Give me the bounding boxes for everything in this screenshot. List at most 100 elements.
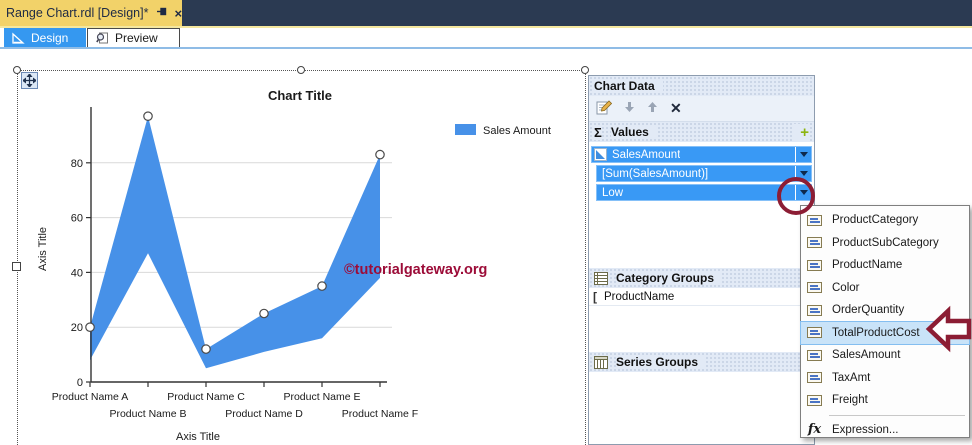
- chevron-down-icon: [799, 171, 808, 176]
- menu-item-totalproductcost[interactable]: TotalProductCost: [800, 320, 970, 345]
- series-groups-icon: [594, 355, 608, 369]
- tab-preview-label: Preview: [115, 31, 158, 45]
- category-groups-header: Category Groups: [589, 268, 814, 288]
- field-icon: [807, 259, 822, 271]
- y-tick-80: 80: [71, 158, 83, 170]
- close-icon[interactable]: ×: [174, 5, 183, 21]
- category-row-productname[interactable]: [ ProductName: [589, 288, 814, 306]
- legend-label: Sales Amount: [483, 125, 551, 137]
- value-row-label: [Sum(SalesAmount)]: [602, 167, 709, 180]
- y-tick-20: 20: [71, 322, 83, 334]
- value-row-sum-salesamount[interactable]: [Sum(SalesAmount)]: [596, 165, 812, 182]
- values-label: Values: [610, 125, 657, 139]
- menu-item-label: OrderQuantity: [832, 304, 905, 317]
- area-chart-icon: [594, 148, 607, 161]
- field-icon: [807, 349, 822, 361]
- y-tick-60: 60: [71, 213, 83, 225]
- menu-item-freight[interactable]: Freight: [801, 389, 969, 412]
- field-dropdown-menu: ProductCategory ProductSubCategory Produ…: [800, 205, 970, 438]
- field-icon: [807, 304, 822, 316]
- values-section-header: Σ Values +: [589, 122, 814, 142]
- legend-swatch: [455, 124, 476, 135]
- x-category-label: Product Name B: [109, 408, 186, 420]
- design-ruler-icon: [12, 32, 25, 44]
- document-tab[interactable]: Range Chart.rdl [Design]* ×: [0, 0, 182, 26]
- range-area-series[interactable]: [90, 116, 380, 369]
- panel-title: Chart Data: [594, 79, 663, 93]
- y-tick-40: 40: [71, 267, 83, 279]
- chart-title[interactable]: Chart Title: [268, 88, 332, 103]
- delete-x-icon[interactable]: ✕: [670, 100, 682, 116]
- y-axis-title[interactable]: Axis Title: [37, 227, 49, 271]
- move-arrows-icon: [23, 74, 36, 87]
- category-row-label: ProductName: [604, 290, 675, 303]
- tab-design[interactable]: Design: [4, 28, 86, 47]
- add-value-button[interactable]: +: [794, 123, 809, 141]
- panel-toolbar: ✕: [589, 96, 814, 122]
- menu-item-label: TotalProductCost: [832, 326, 920, 339]
- range-chart: Chart Title Axis Title Axis Title 0 20 4…: [37, 88, 551, 443]
- menu-item-orderquantity[interactable]: OrderQuantity: [801, 299, 969, 322]
- x-category-label: Product Name F: [342, 408, 418, 420]
- menu-item-label: Expression...: [832, 423, 899, 436]
- data-point-markers: [85, 111, 385, 354]
- panel-header: Chart Data: [589, 76, 814, 96]
- menu-item-label: SalesAmount: [832, 349, 901, 362]
- field-icon: [807, 214, 822, 226]
- series-groups-header: Series Groups: [589, 352, 814, 372]
- field-icon: [807, 372, 822, 384]
- menu-item-label: TaxAmt: [832, 371, 871, 384]
- value-dropdown-button[interactable]: [795, 147, 811, 162]
- value-row-label: Low: [602, 186, 624, 199]
- resize-handle-top-mid[interactable]: [297, 66, 305, 74]
- menu-item-productsubcategory[interactable]: ProductSubCategory: [801, 232, 969, 255]
- menu-item-label: Freight: [832, 394, 868, 407]
- title-bar: Range Chart.rdl [Design]* ×: [0, 0, 972, 26]
- resize-handle-top-right[interactable]: [581, 66, 589, 74]
- menu-separator: [829, 414, 965, 416]
- menu-item-productname[interactable]: ProductName: [801, 254, 969, 277]
- field-icon: [807, 394, 822, 406]
- watermark-text: ©tutorialgateway.org: [344, 262, 488, 278]
- menu-item-label: ProductName: [832, 259, 903, 272]
- move-down-arrow-icon[interactable]: [624, 101, 635, 116]
- menu-item-salesamount[interactable]: SalesAmount: [801, 344, 969, 367]
- menu-item-productcategory[interactable]: ProductCategory: [801, 209, 969, 232]
- menu-item-taxamt[interactable]: TaxAmt: [801, 367, 969, 390]
- move-handle[interactable]: [21, 72, 38, 89]
- x-category-label: Product Name A: [52, 391, 128, 403]
- document-tab-label: Range Chart.rdl [Design]*: [6, 6, 149, 20]
- resize-handle-left-mid[interactable]: [12, 262, 21, 271]
- chart-data-panel: Chart Data ✕ Σ Values + SalesAmount: [588, 75, 815, 445]
- menu-item-label: ProductSubCategory: [832, 236, 939, 249]
- values-list: SalesAmount [Sum(SalesAmount)] Low: [589, 142, 814, 268]
- group-bracket-icon: [: [593, 289, 597, 304]
- field-icon: [807, 237, 822, 249]
- menu-item-expression[interactable]: fx Expression...: [801, 419, 969, 442]
- properties-icon[interactable]: [596, 99, 613, 118]
- view-tab-strip: Design Preview: [0, 28, 972, 48]
- tab-design-label: Design: [31, 30, 69, 45]
- preview-magnifier-icon: [96, 32, 109, 45]
- menu-item-label: Color: [832, 281, 860, 294]
- menu-item-color[interactable]: Color: [801, 277, 969, 300]
- pin-icon[interactable]: [156, 6, 167, 20]
- value-row-label: SalesAmount: [612, 148, 681, 161]
- x-category-label: Product Name E: [283, 391, 360, 403]
- series-groups-label: Series Groups: [616, 355, 707, 369]
- move-up-arrow-icon[interactable]: [647, 101, 658, 116]
- x-category-label: Product Name D: [225, 408, 303, 420]
- chevron-down-icon: [799, 152, 808, 157]
- tab-preview[interactable]: Preview: [87, 28, 180, 47]
- value-row-salesamount[interactable]: SalesAmount: [591, 146, 812, 163]
- field-icon: [807, 327, 822, 339]
- resize-handle-top-left[interactable]: [13, 66, 21, 74]
- category-groups-list: [ ProductName: [589, 288, 814, 352]
- tab-accent-line: [0, 26, 972, 28]
- series-groups-list: [589, 372, 814, 444]
- category-groups-label: Category Groups: [616, 271, 723, 285]
- x-axis-title[interactable]: Axis Title: [176, 431, 220, 443]
- menu-item-label: ProductCategory: [832, 214, 919, 227]
- x-category-label: Product Name C: [167, 391, 245, 403]
